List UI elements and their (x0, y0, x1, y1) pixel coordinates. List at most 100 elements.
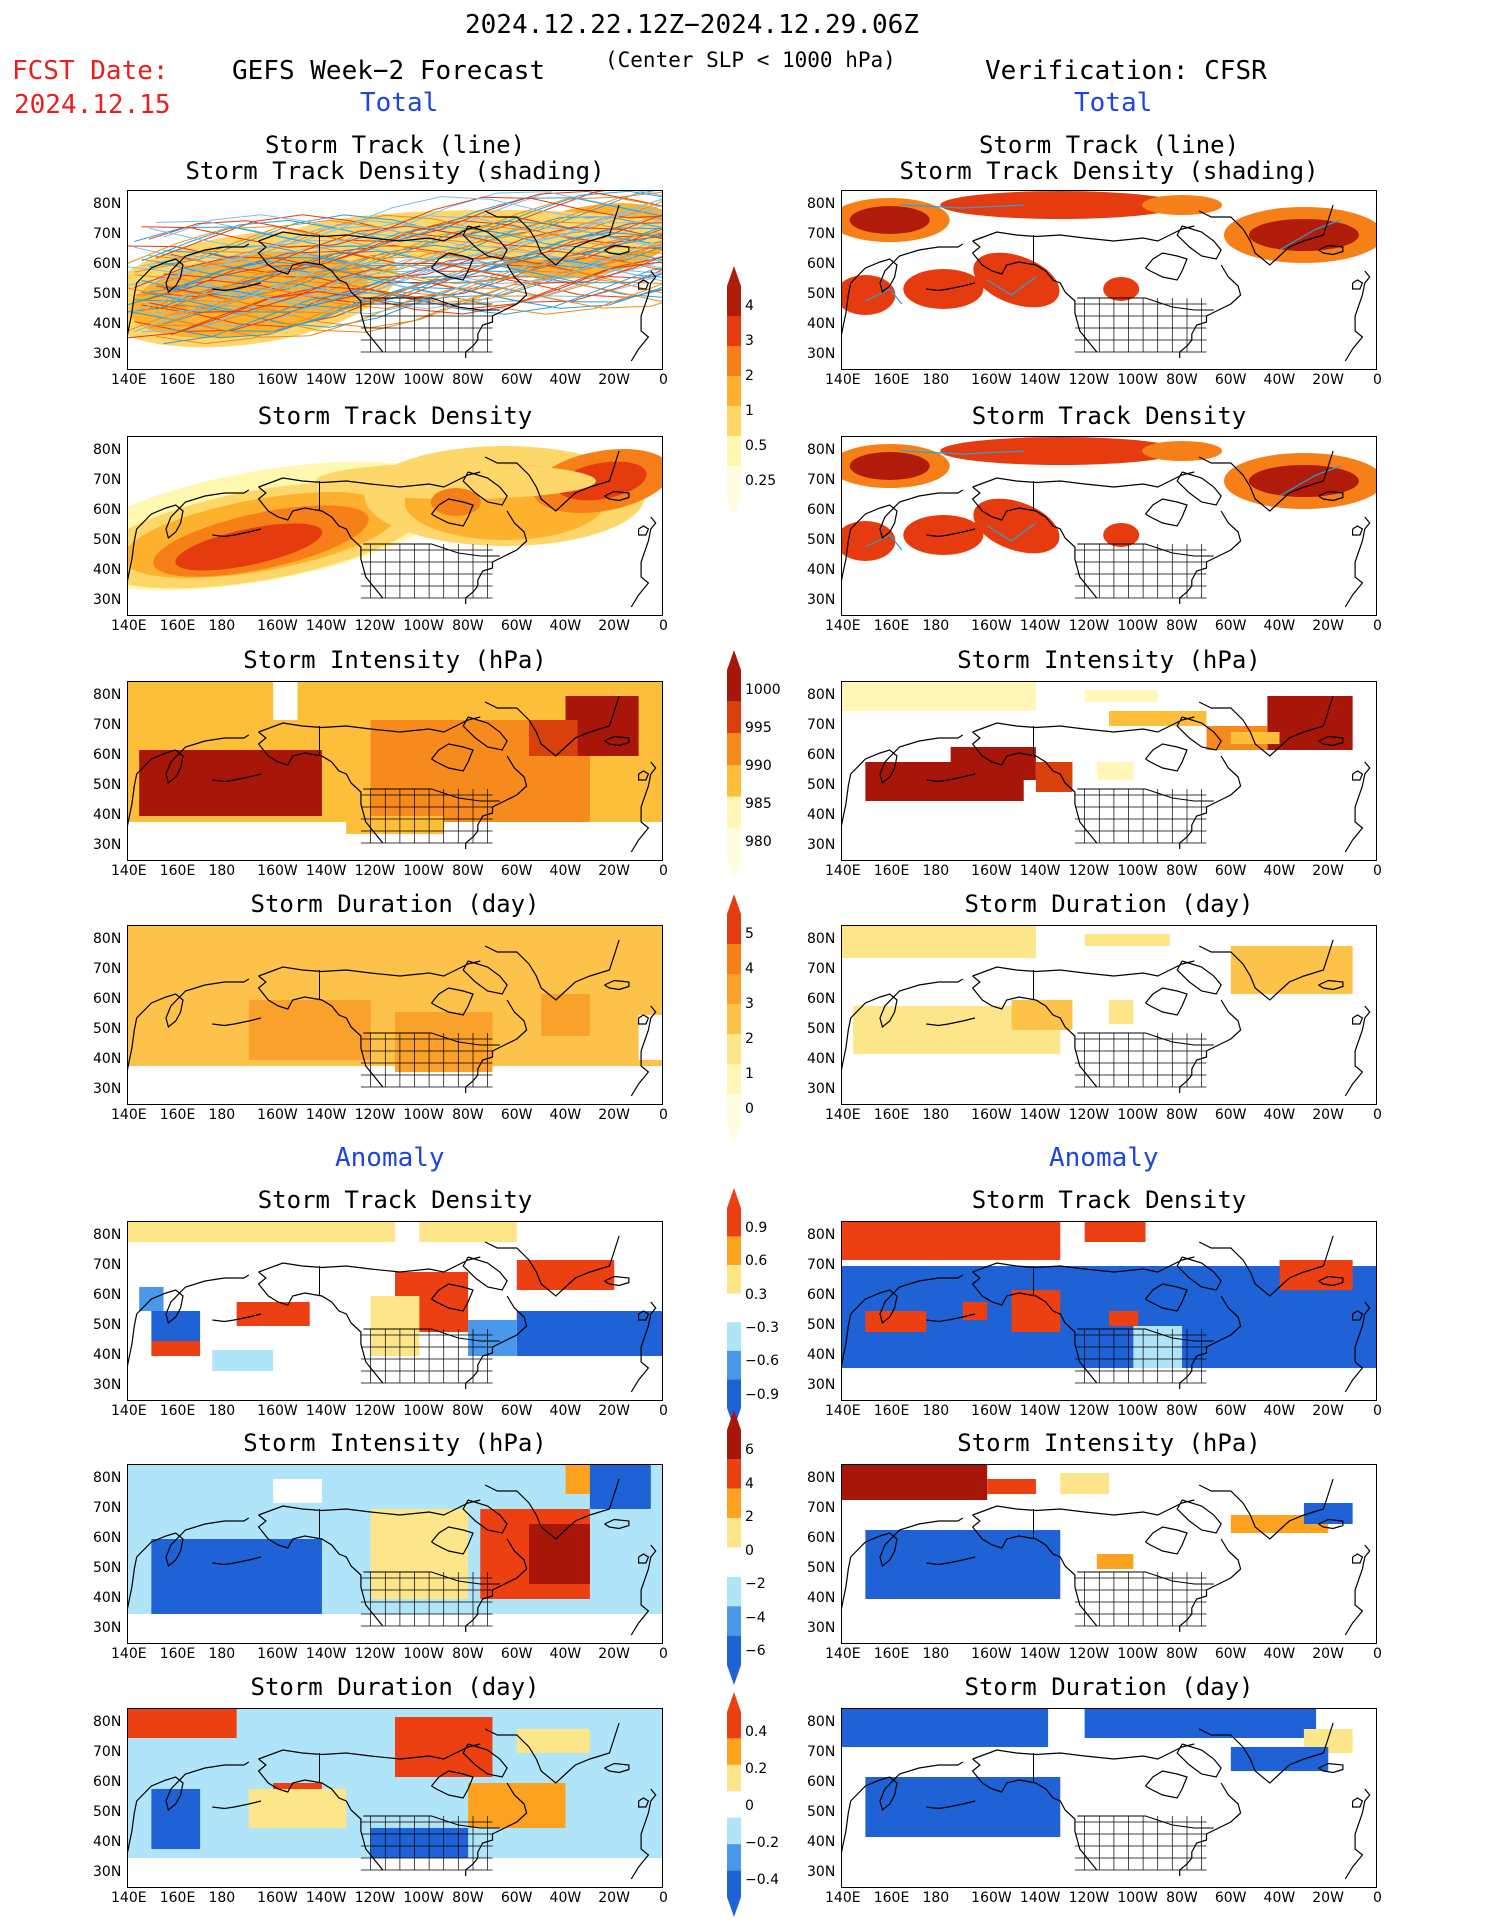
lon-label: 120W (1068, 1646, 1110, 1662)
coastline-5 (465, 999, 528, 1093)
storm-track-line (865, 534, 903, 551)
grid-cell-region (865, 1311, 927, 1332)
storm-track-line (901, 450, 1024, 455)
storm-track-line (148, 196, 663, 249)
map-frame (127, 681, 663, 861)
map-frame (841, 925, 1377, 1105)
lon-label: 60W (1214, 1403, 1247, 1419)
lon-label: 140W (1019, 863, 1061, 879)
lon-label: 160W (971, 1890, 1012, 1906)
map-frame (127, 190, 663, 370)
lat-label: 50N (93, 1021, 122, 1037)
right-duration-title: Storm Duration (day) (964, 890, 1254, 918)
map-canvas (841, 1464, 1377, 1644)
lat-label: 70N (93, 472, 122, 488)
coastline-3 (258, 716, 481, 733)
lon-label: 160W (257, 1646, 298, 1662)
right-track-title-1: Storm Track (line) (978, 131, 1240, 159)
lon-label: 100W (403, 1403, 444, 1419)
lon-label: 0 (1373, 863, 1382, 879)
coastline-2 (212, 1556, 262, 1566)
colorbar-segment (727, 1738, 741, 1765)
map-canvas (127, 681, 663, 861)
gefs-storm-track-map (127, 190, 663, 370)
coastline-7 (1176, 1499, 1222, 1534)
grid-cell-region (1109, 711, 1207, 726)
colorbar-tick-label: 6 (745, 1442, 754, 1458)
coastline-7 (462, 716, 508, 751)
lat-label: 50N (93, 286, 122, 302)
coastline-2 (212, 1313, 262, 1323)
lat-label: 50N (807, 1560, 836, 1576)
grid-cell-region (1011, 1290, 1061, 1332)
lat-label: 60N (93, 1774, 122, 1790)
lon-label: 0 (1373, 1403, 1382, 1419)
colorbar-tick-label: 985 (745, 796, 772, 812)
lat-label: 50N (807, 286, 836, 302)
lon-label: 80W (1166, 1403, 1198, 1419)
colorbar-segment (727, 1870, 741, 1897)
shading-region (940, 191, 1181, 219)
us-canada-border (363, 1328, 500, 1342)
lon-label: 60W (1214, 863, 1247, 879)
coastline-6 (484, 450, 620, 512)
colorbar-segment (727, 914, 741, 944)
lat-label: 30N (93, 1081, 122, 1097)
shading-region (973, 498, 1060, 554)
lat-label: 70N (93, 717, 122, 733)
right-anom-duration-title: Storm Duration (day) (964, 1673, 1254, 1701)
lat-label: 40N (807, 1051, 836, 1067)
lon-label: 160E (159, 1107, 196, 1123)
cfsr-track-density-map (841, 436, 1377, 616)
lat-label: 40N (93, 1834, 122, 1850)
coastline-5 (465, 510, 528, 604)
lat-label: 50N (807, 1021, 836, 1037)
colorbar-segment (727, 1459, 741, 1489)
coastline-3 (258, 471, 481, 488)
lon-label: 0 (659, 1403, 668, 1419)
lat-label: 30N (93, 592, 122, 608)
coastline-8 (1318, 1275, 1344, 1287)
lon-label: 60W (500, 372, 533, 388)
grid-cell-region (638, 1015, 663, 1060)
lon-label: 180 (922, 372, 950, 388)
lat-label: 30N (93, 1377, 122, 1393)
lon-label: 140E (111, 618, 147, 634)
lat-label: 50N (807, 1317, 836, 1333)
colorbar-tick-label: 2 (745, 368, 754, 384)
lon-label: 20W (598, 1890, 630, 1906)
lat-label: 70N (807, 472, 836, 488)
lat-label: 80N (807, 687, 836, 703)
coastline-2 (212, 528, 262, 538)
coastline-7 (1176, 1743, 1222, 1778)
map-canvas (127, 1708, 663, 1888)
gefs-anom-duration-map (127, 1708, 663, 1888)
coastline-3 (972, 716, 1195, 733)
coastline-4 (1145, 1526, 1188, 1555)
shading-region (849, 452, 930, 480)
left-anom-duration-title: Storm Duration (day) (250, 1673, 540, 1701)
lat-label: 80N (807, 1227, 836, 1243)
left-anom-intensity-title: Storm Intensity (hPa) (243, 1429, 547, 1457)
coastline-3 (972, 1256, 1195, 1273)
right-track-title-2: Storm Track Density (shading) (899, 157, 1319, 185)
grid-cell-region (516, 1729, 590, 1753)
lon-label: 100W (1117, 1646, 1158, 1662)
lon-label: 40W (549, 1890, 582, 1906)
lon-label: 20W (1312, 372, 1344, 388)
coastline-8 (604, 244, 630, 256)
lat-label: 40N (807, 1347, 836, 1363)
coastline-6 (484, 1478, 620, 1540)
grid-cell-region (541, 994, 590, 1036)
lat-label: 80N (93, 1714, 122, 1730)
lon-label: 140E (111, 372, 147, 388)
grid-cell-region (841, 1708, 1049, 1747)
coastline-0 (841, 489, 964, 584)
right-column-title: Verification: CFSR (985, 56, 1267, 86)
lon-label: 40W (1263, 618, 1296, 634)
coastline-6 (1198, 204, 1334, 266)
grid-cell-region (1035, 762, 1073, 792)
lat-label: 50N (93, 532, 122, 548)
storm-track-line (127, 261, 663, 315)
lon-label: 140E (825, 1890, 861, 1906)
